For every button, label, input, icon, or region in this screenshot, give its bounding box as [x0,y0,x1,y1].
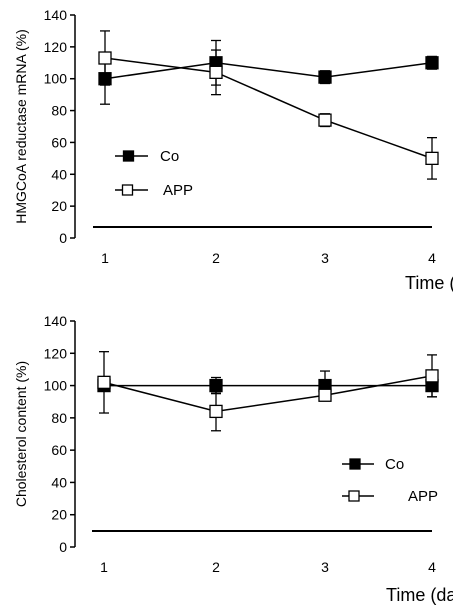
chart1-legend-marker-app [121,184,134,196]
chart1-series-app-line [104,57,433,160]
chart1-x-tick-label: 4 [428,250,436,266]
chart2-y-tick-label: 100 [44,378,68,394]
chart1-series-co-point [425,56,439,70]
chart1-series-app-point [318,113,332,127]
chart1-y-tick-label: 100 [44,71,68,87]
chart2-legend-marker-app [348,490,360,502]
chart1-y-axis-label: HMGCoA reductase mRNA (%) [13,29,29,224]
chart2-series-app-line [103,375,433,413]
chart2-y-tick-label: 140 [44,313,68,329]
chart2-legend-label-co: Co [385,456,404,473]
chart2-legend-marker-co [349,458,361,470]
chart1-x-axis-label: Time (day) [405,273,453,293]
chart1-legend-label-app: APP [163,182,193,199]
chart2-series-app-point [97,375,111,389]
chart2-y-tick-label: 60 [51,442,67,458]
chart2-y-tick-label: 40 [51,474,67,490]
chart2-x-axis-label: Time (day) [386,585,453,605]
chart2-y-tick-label: 80 [51,410,67,426]
chart1-series-co-line [104,62,433,80]
chart2-y-axis-label: Cholesterol content (%) [13,361,29,507]
chart1-series-co-point [318,70,332,84]
chart2-y-tick-label: 120 [44,345,68,361]
chart1-x-tick-label: 2 [212,250,220,266]
chart1-series-app-point [209,65,223,79]
chart2-x-tick-label: 4 [428,559,436,575]
chart2-x-tick-label: 1 [100,559,108,575]
chart1-x-tick-label: 1 [101,250,109,266]
chart2-series-co-point [209,378,223,393]
chart1-legend-marker-co [122,150,135,162]
chart1-y-tick-label: 80 [51,103,67,119]
chart1-legend-label-co: Co [160,148,179,165]
chart1-series-app-point [98,51,112,65]
chart1-y-tick-label: 140 [44,7,68,23]
chart2-series-app-point [318,388,332,402]
chart2-series-app-point [425,369,439,383]
chart1-x-tick-label: 3 [321,250,329,266]
chart2-x-tick-label: 2 [212,559,220,575]
chart2-legend-label-app: APP [408,488,438,505]
chart1-y-tick-label: 120 [44,39,68,55]
chart2-y-tick-label: 0 [59,539,67,555]
chart2-x-tick-label: 3 [321,559,329,575]
chart1-y-tick-label: 60 [51,134,67,150]
chart2-y-tick-label: 20 [51,507,67,523]
chart1-series-app-point [425,151,439,166]
chart2-series-app-point [209,404,223,419]
chart1-y-tick-label: 0 [59,230,67,246]
chart1-y-tick-label: 40 [51,166,67,182]
chart1-y-tick-label: 20 [51,198,67,214]
